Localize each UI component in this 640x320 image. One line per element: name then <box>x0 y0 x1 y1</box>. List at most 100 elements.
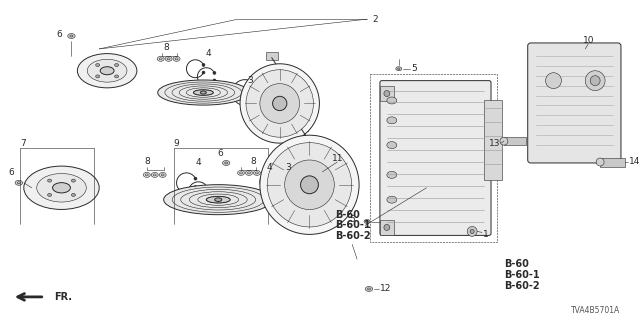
Ellipse shape <box>95 64 100 67</box>
Text: 13: 13 <box>490 139 501 148</box>
Ellipse shape <box>47 194 52 196</box>
Circle shape <box>545 73 561 89</box>
Circle shape <box>384 91 390 97</box>
Text: 5: 5 <box>412 64 417 73</box>
Ellipse shape <box>77 54 137 88</box>
Circle shape <box>273 96 287 111</box>
Ellipse shape <box>36 173 86 202</box>
Text: 8: 8 <box>144 157 150 166</box>
Circle shape <box>296 195 299 198</box>
Circle shape <box>296 185 299 188</box>
Ellipse shape <box>52 183 70 193</box>
Text: B-60: B-60 <box>335 210 360 220</box>
Ellipse shape <box>15 180 22 185</box>
Circle shape <box>194 186 197 188</box>
Ellipse shape <box>72 179 76 182</box>
Circle shape <box>596 158 604 166</box>
Ellipse shape <box>95 75 100 78</box>
Ellipse shape <box>387 97 397 104</box>
Text: B-60-2: B-60-2 <box>335 231 371 241</box>
Ellipse shape <box>143 172 150 177</box>
Ellipse shape <box>223 161 230 165</box>
Ellipse shape <box>164 185 273 215</box>
Circle shape <box>255 86 259 89</box>
Ellipse shape <box>24 166 99 210</box>
Bar <box>600 158 625 167</box>
Circle shape <box>202 71 205 74</box>
Text: 4: 4 <box>205 49 211 58</box>
Circle shape <box>277 185 280 188</box>
Ellipse shape <box>193 90 213 95</box>
Ellipse shape <box>387 117 397 124</box>
Ellipse shape <box>68 34 75 38</box>
Ellipse shape <box>151 172 158 177</box>
Ellipse shape <box>157 56 164 61</box>
Circle shape <box>260 84 300 123</box>
Ellipse shape <box>246 171 252 175</box>
Text: 3: 3 <box>247 76 253 85</box>
Text: 14: 14 <box>629 157 640 166</box>
Ellipse shape <box>72 194 76 196</box>
Ellipse shape <box>115 64 118 67</box>
Ellipse shape <box>387 172 397 178</box>
Circle shape <box>213 79 216 82</box>
Ellipse shape <box>253 171 260 175</box>
Ellipse shape <box>100 67 114 75</box>
Text: 3: 3 <box>285 164 291 172</box>
Ellipse shape <box>387 142 397 148</box>
Circle shape <box>240 64 319 143</box>
Circle shape <box>213 71 216 74</box>
Text: B-60: B-60 <box>504 259 529 269</box>
Circle shape <box>255 96 259 99</box>
Circle shape <box>277 176 280 179</box>
Circle shape <box>268 143 351 227</box>
Text: 9: 9 <box>173 139 179 148</box>
Bar <box>370 74 497 242</box>
Text: 6: 6 <box>57 29 62 38</box>
Bar <box>296 123 307 131</box>
Ellipse shape <box>87 59 127 82</box>
Text: 8: 8 <box>164 44 170 52</box>
Text: 7: 7 <box>20 139 26 148</box>
Circle shape <box>585 71 605 91</box>
Circle shape <box>194 177 197 180</box>
Circle shape <box>470 229 474 233</box>
Circle shape <box>206 195 209 197</box>
Text: B-60-2: B-60-2 <box>504 281 540 291</box>
Text: 6: 6 <box>8 168 13 177</box>
Circle shape <box>467 227 477 236</box>
Text: 8: 8 <box>250 157 256 166</box>
Text: 4: 4 <box>196 158 201 167</box>
Text: 5: 5 <box>349 215 355 224</box>
Bar <box>380 86 394 101</box>
Ellipse shape <box>237 171 244 175</box>
FancyBboxPatch shape <box>380 81 491 236</box>
Text: 1: 1 <box>483 230 489 239</box>
Ellipse shape <box>173 56 180 61</box>
Text: 4: 4 <box>267 164 273 172</box>
Circle shape <box>384 224 390 230</box>
Circle shape <box>246 70 314 137</box>
Circle shape <box>285 160 334 210</box>
Circle shape <box>260 135 359 234</box>
Ellipse shape <box>364 220 370 223</box>
Ellipse shape <box>115 75 118 78</box>
Ellipse shape <box>157 80 249 105</box>
Bar <box>380 220 394 236</box>
Ellipse shape <box>206 196 230 203</box>
Ellipse shape <box>396 67 402 71</box>
Ellipse shape <box>47 179 52 182</box>
Text: 10: 10 <box>582 36 594 45</box>
Text: TVA4B5701A: TVA4B5701A <box>570 306 620 315</box>
Text: 6: 6 <box>218 148 223 157</box>
Text: FR.: FR. <box>54 292 72 302</box>
Ellipse shape <box>200 91 206 94</box>
Circle shape <box>590 76 600 86</box>
Ellipse shape <box>165 56 172 61</box>
Ellipse shape <box>159 172 166 177</box>
Circle shape <box>206 186 209 189</box>
FancyBboxPatch shape <box>528 43 621 163</box>
Text: 11: 11 <box>332 154 343 163</box>
Bar <box>266 52 278 60</box>
Text: B-60-1: B-60-1 <box>335 220 371 230</box>
